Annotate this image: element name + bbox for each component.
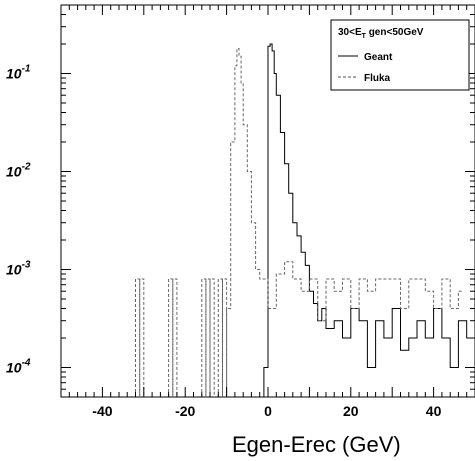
series-geant	[263, 43, 471, 397]
y-tick-label: 10-2	[6, 162, 31, 180]
x-tick-label: 40	[426, 403, 442, 419]
y-tick-exp: -3	[22, 260, 31, 271]
x-tick-label: -40	[92, 403, 112, 419]
legend: 30<ET gen<50GeV Geant Fluka	[330, 19, 470, 91]
fluka-spike	[209, 278, 215, 397]
x-axis-title: Egen-Erec (GeV)	[232, 432, 401, 457]
fluka-spike	[172, 278, 178, 397]
fluka-spike	[168, 278, 174, 397]
legend-title: 30<ET gen<50GeV	[338, 27, 424, 40]
y-tick-label: 10-1	[6, 64, 31, 82]
legend-box	[330, 19, 470, 91]
y-tick-base: 10	[6, 164, 22, 180]
fluka-spike	[201, 278, 207, 397]
legend-title-rest: gen<50GeV	[366, 27, 424, 38]
y-tick-exp: -2	[22, 162, 31, 173]
x-tick-label: 20	[343, 403, 359, 419]
y-tick-exp: -4	[22, 358, 31, 369]
fluka-spike	[217, 278, 223, 397]
y-tick-base: 10	[6, 262, 22, 278]
y-tick-label: 10-4	[6, 358, 31, 376]
fluka-spikes	[135, 278, 228, 397]
fluka-spike	[139, 278, 145, 397]
x-tick-label: 0	[264, 403, 272, 419]
axis-layer: 10-110-210-310-4-40 -20 0 20 40	[6, 4, 475, 419]
fluka-spike	[135, 278, 141, 397]
y-tick-base: 10	[6, 66, 22, 82]
fluka-spike	[205, 278, 211, 397]
legend-title-sub: T	[362, 33, 367, 40]
y-tick-exp: -1	[22, 64, 31, 75]
legend-geant-label: Geant	[364, 52, 393, 63]
y-tick-base: 10	[6, 360, 22, 376]
x-tick-label: -20	[175, 403, 195, 419]
series-line-fluka	[226, 48, 463, 397]
series-line-geant	[263, 43, 471, 397]
data-layer	[135, 43, 471, 397]
fluka-spike	[222, 278, 228, 397]
legend-fluka-label: Fluka	[364, 73, 391, 84]
y-tick-label: 10-3	[6, 260, 31, 278]
series-fluka	[226, 48, 463, 397]
